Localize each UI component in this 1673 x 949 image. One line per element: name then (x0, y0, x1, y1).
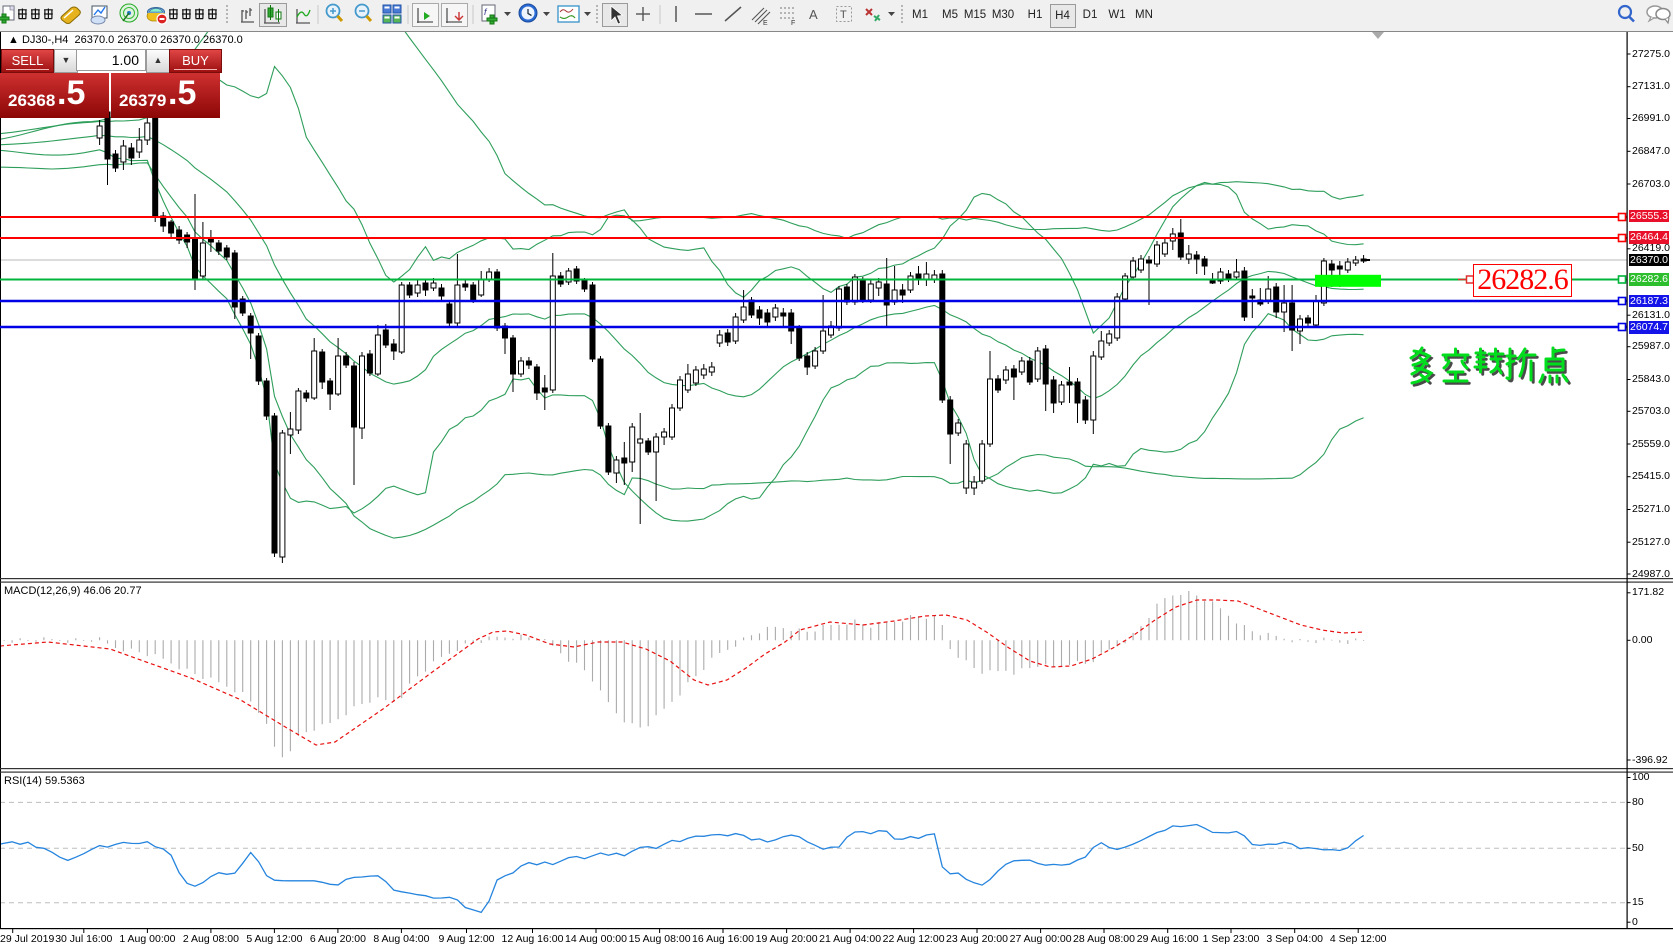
svg-text:E: E (763, 20, 768, 27)
svg-text:T: T (840, 9, 847, 21)
svg-text:A: A (809, 7, 818, 22)
svg-text:F: F (791, 20, 795, 27)
svg-text:f: f (484, 7, 488, 17)
